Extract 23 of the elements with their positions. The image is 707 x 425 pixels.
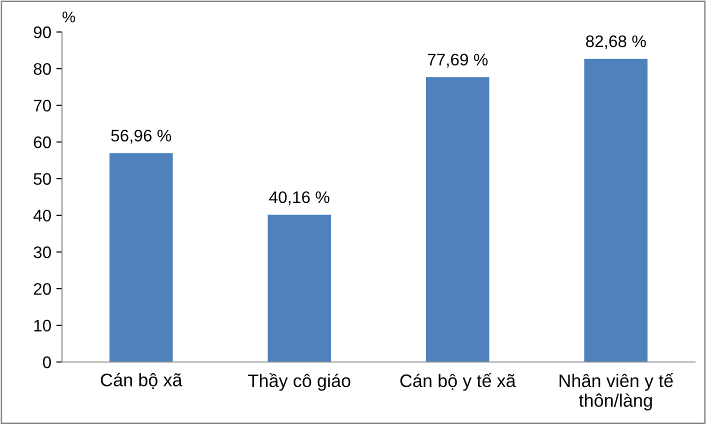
bar — [584, 58, 648, 362]
y-tick-label: 70 — [34, 100, 51, 112]
y-tick-label: 0 — [42, 356, 51, 368]
y-tick-label: 10 — [34, 320, 51, 332]
x-tick-label: Thầy cô giáo — [248, 373, 350, 391]
y-axis-title: % — [62, 12, 76, 22]
x-tick-label: Cán bộ xã — [100, 372, 182, 389]
y-tick-label: 30 — [34, 246, 51, 258]
y-tick-label: 60 — [34, 136, 51, 148]
bar — [268, 214, 332, 362]
data-label: 56,96 % — [111, 130, 172, 144]
bar — [426, 77, 490, 362]
y-tick-label: 90 — [34, 26, 51, 38]
data-label: 40,16 % — [269, 191, 330, 206]
data-label: 82,68 % — [586, 35, 646, 50]
y-tick-label: 20 — [34, 283, 51, 295]
data-label: 77,69 % — [428, 54, 488, 68]
y-tick-label: 80 — [34, 63, 51, 75]
y-tick-label: 40 — [33, 210, 51, 222]
x-tick-label: Nhân viên y tế thôn/làng — [560, 373, 674, 410]
bar — [109, 153, 173, 362]
y-tick-label: 50 — [34, 173, 51, 185]
x-tick-label: Cán bộ y tế xã — [400, 373, 516, 391]
